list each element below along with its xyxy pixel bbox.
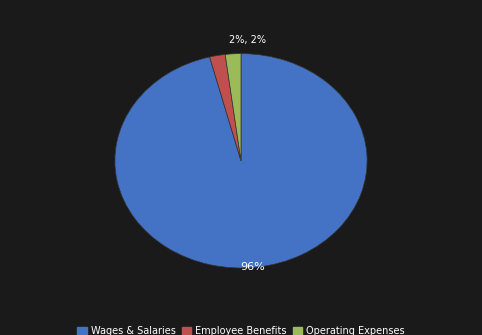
Text: 96%: 96% [241,262,265,272]
Wedge shape [225,54,241,161]
Legend: Wages & Salaries, Employee Benefits, Operating Expenses: Wages & Salaries, Employee Benefits, Ope… [75,324,407,335]
Wedge shape [210,55,241,161]
Text: 2%, 2%: 2%, 2% [229,35,266,45]
Wedge shape [115,54,367,268]
